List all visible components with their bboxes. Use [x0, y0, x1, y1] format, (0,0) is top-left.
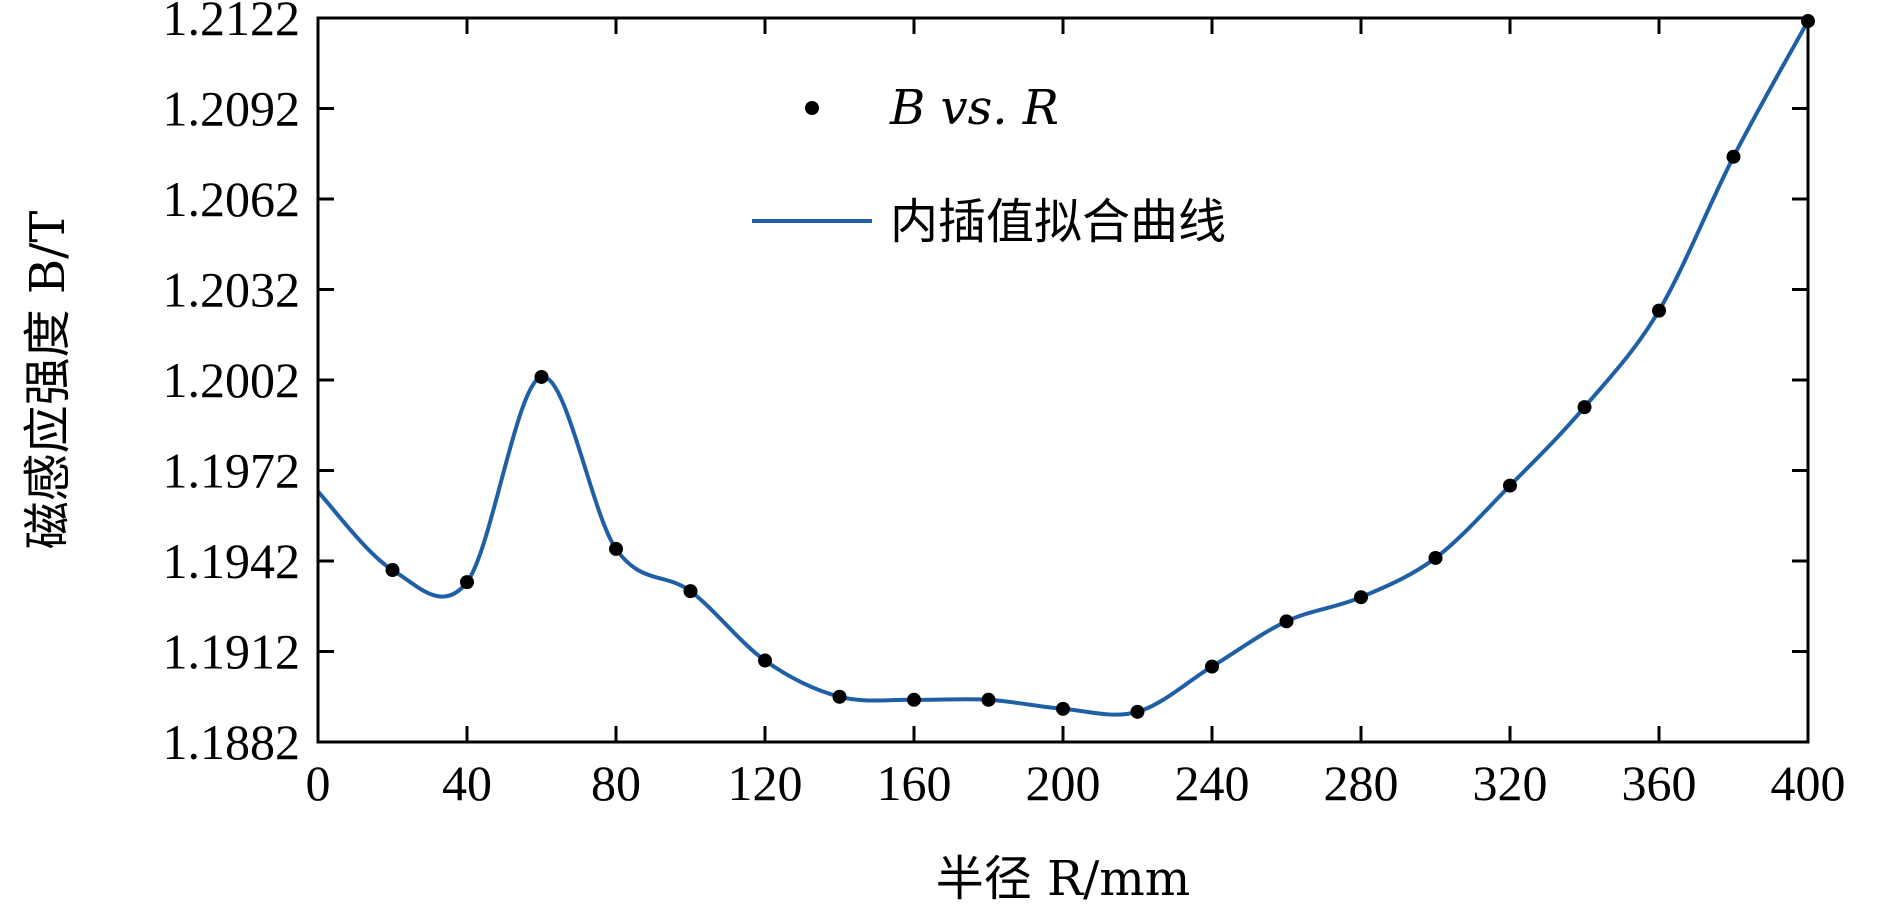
- scatter-point: [758, 653, 772, 668]
- scatter-point: [1652, 303, 1666, 318]
- legend-label-line: 内插值拟合曲线: [890, 194, 1226, 250]
- y-axis-title: 磁感应强度 B/T: [20, 211, 76, 550]
- x-tick-label: 400: [1771, 755, 1846, 811]
- scatter-point: [981, 692, 996, 707]
- scatter-point: [1503, 478, 1517, 493]
- y-tick-label: 1.2092: [163, 81, 301, 137]
- legend-scatter-marker: [805, 101, 819, 115]
- scatter-point: [1130, 704, 1145, 719]
- axis-ticks: 0 40 80 120 160 200 240 280 320 360 400 1.1882 1.191…: [163, 0, 1846, 811]
- x-axis-title: 半径 R/mm: [936, 851, 1191, 907]
- scatter-point: [385, 563, 400, 578]
- scatter-point: [1577, 400, 1592, 415]
- plot-frame: [316, 16, 1810, 744]
- scatter-point: [907, 692, 921, 707]
- scatter-point: [683, 584, 698, 599]
- x-tick-label: 160: [877, 755, 952, 811]
- x-tick-label: 360: [1622, 755, 1697, 811]
- x-tick-label: 320: [1473, 755, 1548, 811]
- y-tick-label: 1.2002: [163, 352, 301, 408]
- x-tick-label: 40: [442, 755, 492, 811]
- scatter-point: [832, 689, 847, 704]
- y-tick-label: 1.1942: [163, 533, 301, 589]
- scatter-point: [460, 575, 474, 590]
- scatter-point: [1056, 701, 1070, 716]
- y-tick-label: 1.1882: [163, 714, 301, 770]
- scatter-point: [1205, 659, 1219, 674]
- legend-label-scatter: B vs. R: [889, 80, 1059, 136]
- y-tick-label: 1.1972: [163, 443, 301, 499]
- scatter-point: [1428, 550, 1443, 565]
- scatter-point: [534, 369, 549, 384]
- y-tick-label: 1.1912: [163, 624, 301, 680]
- scatter-point: [1726, 149, 1741, 164]
- scatter-point: [1279, 614, 1294, 629]
- scatter-point: [609, 541, 623, 556]
- x-tick-label: 280: [1324, 755, 1399, 811]
- scatter-point: [1354, 590, 1368, 605]
- y-tick-label: 1.2062: [163, 171, 301, 227]
- x-tick-label: 0: [306, 755, 331, 811]
- x-tick-label: 240: [1175, 755, 1250, 811]
- series-layer: [316, 14, 1815, 719]
- y-tick-label: 1.2032: [163, 262, 301, 318]
- y-tick-label: 1.2122: [163, 0, 301, 46]
- x-tick-label: 200: [1026, 755, 1101, 811]
- x-tick-label: 120: [728, 755, 803, 811]
- legend: B vs. R 内插值拟合曲线: [752, 80, 1226, 250]
- x-tick-label: 80: [591, 755, 641, 811]
